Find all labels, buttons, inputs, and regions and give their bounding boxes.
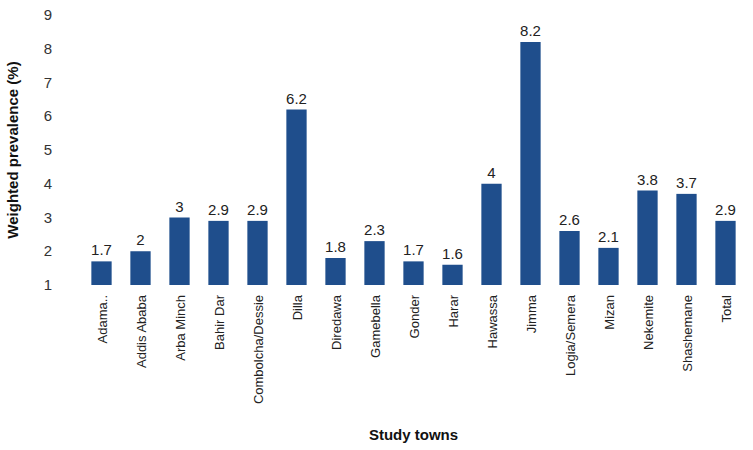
x-tick-label: Dilla <box>290 294 305 320</box>
bar <box>637 191 657 286</box>
x-tick-label: Diredawa <box>329 294 344 350</box>
x-tick-label: Adama.. <box>95 295 110 343</box>
x-axis-title: Study towns <box>369 426 458 443</box>
bar <box>364 241 384 285</box>
bar <box>715 221 735 285</box>
data-label: 2.1 <box>598 228 619 245</box>
bar <box>169 218 189 286</box>
bar <box>325 258 345 285</box>
x-tick-label: Nekemite <box>641 295 656 350</box>
bar <box>130 251 150 285</box>
x-tick-label: Jimma <box>524 294 539 333</box>
y-axis-title: Weighted prevalence (%) <box>4 61 21 238</box>
x-tick-label: Bahir Dar <box>212 294 227 350</box>
bar <box>403 261 423 285</box>
data-label: 2.3 <box>364 221 385 238</box>
y-tick-label: 8 <box>44 40 52 57</box>
data-label: 1.7 <box>403 241 424 258</box>
bars <box>91 42 735 285</box>
data-label: 3 <box>175 198 183 215</box>
x-tick-label: Logia/Semera <box>563 294 578 376</box>
x-tick-label: Gonder <box>407 294 422 338</box>
bar <box>676 194 696 285</box>
data-label: 3.8 <box>637 171 658 188</box>
y-tick-label: 2 <box>44 242 52 259</box>
x-tick-label: Shashemane <box>680 295 695 372</box>
data-label: 2.9 <box>247 201 268 218</box>
bar <box>247 221 267 285</box>
bar <box>442 265 462 285</box>
data-label: 1.7 <box>91 241 112 258</box>
x-tick-label: Combolcha/Dessie <box>251 295 266 404</box>
bar <box>91 261 111 285</box>
x-tick-label: Gamebella <box>368 294 383 358</box>
chart: 1 2 3 4 5 6 7 8 9 1.7 2 3 2.9 2.9 6.2 1.8 2.3 1.7 1.6 4 8.2 2… <box>0 0 753 450</box>
y-tick-label: 5 <box>44 141 52 158</box>
data-label: 8.2 <box>520 22 541 39</box>
data-label: 6.2 <box>286 90 307 107</box>
y-tick-label: 4 <box>44 175 52 192</box>
bar <box>481 184 501 285</box>
bar <box>520 42 540 285</box>
bar <box>286 110 306 286</box>
bar <box>208 221 228 285</box>
data-label: 2 <box>136 231 144 248</box>
bar <box>559 231 579 285</box>
data-label: 2.9 <box>208 201 229 218</box>
data-label: 2.6 <box>559 211 580 228</box>
x-tick-label: Hawassa <box>485 294 500 348</box>
y-tick-label: 6 <box>44 107 52 124</box>
y-tick-label: 1 <box>44 276 52 293</box>
data-label: 3.7 <box>676 174 697 191</box>
data-label: 1.6 <box>442 245 463 262</box>
x-tick-label: Mizan <box>602 295 617 330</box>
x-tick-label: Arba Minch <box>173 295 188 361</box>
y-tick-label: 7 <box>44 74 52 91</box>
bar <box>598 248 618 285</box>
x-tick-label: Addis Ababa <box>134 294 149 368</box>
data-label: 2.9 <box>715 201 736 218</box>
x-tick-label: Total <box>719 295 734 323</box>
data-label: 1.8 <box>325 238 346 255</box>
y-tick-label: 3 <box>44 209 52 226</box>
x-tick-label: Harar <box>446 294 461 327</box>
data-label: 4 <box>487 164 495 181</box>
y-tick-label: 9 <box>44 6 52 23</box>
